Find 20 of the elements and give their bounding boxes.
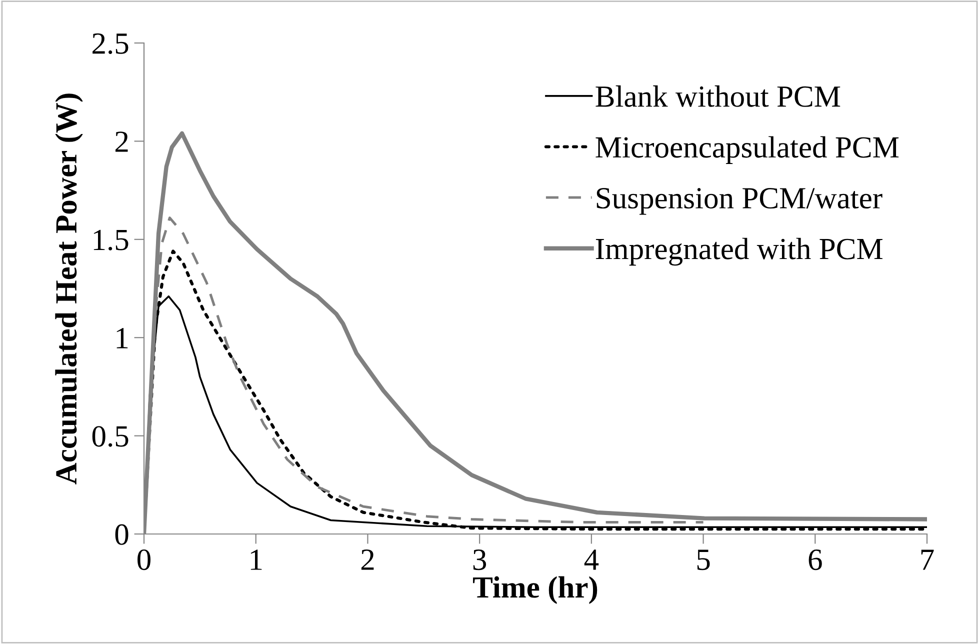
y-axis-title: Accumulated Heat Power (W) [55, 94, 83, 484]
x-tick-label: 3 [473, 550, 486, 570]
y-tick-label: 1.5 [94, 230, 128, 250]
x-tick-label: 5 [697, 550, 710, 570]
legend-label: Suspension PCM/water [596, 188, 882, 215]
y-tick-label: 0 [115, 524, 128, 545]
x-tick-label: 2 [361, 550, 374, 570]
y-tick-label: 2 [115, 132, 128, 152]
y-tick-label: 1 [116, 328, 128, 348]
x-tick-label: 4 [584, 550, 599, 570]
x-tick-label: 6 [808, 550, 822, 570]
legend-label: Impregnated with PCM [596, 238, 882, 266]
x-axis-title: Time (hr) [473, 576, 598, 604]
x-tick-label: 7 [921, 550, 934, 570]
legend-label: Blank without PCM [596, 85, 840, 107]
x-tick-label: 1 [250, 550, 262, 570]
legend-label: Microencapsulated PCM [596, 136, 899, 164]
y-tick-label: 0.5 [92, 426, 128, 447]
y-tick-label: 2.5 [92, 33, 128, 54]
x-tick-label: 0 [138, 549, 150, 570]
